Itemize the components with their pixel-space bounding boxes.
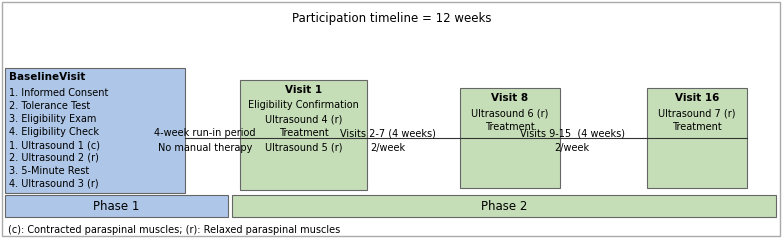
Text: Ultrasound 5 (r): Ultrasound 5 (r): [265, 142, 342, 152]
Text: Treatment: Treatment: [485, 122, 535, 132]
Text: 1. Informed Consent: 1. Informed Consent: [9, 88, 108, 98]
Text: 3. 5-Minute Rest: 3. 5-Minute Rest: [9, 166, 89, 176]
Text: Treatment: Treatment: [279, 128, 328, 138]
Text: 3. Eligibility Exam: 3. Eligibility Exam: [9, 114, 96, 124]
Text: (c): Contracted paraspinal muscles; (r): Relaxed paraspinal muscles: (c): Contracted paraspinal muscles; (r):…: [8, 225, 341, 235]
Text: 2. Tolerance Test: 2. Tolerance Test: [9, 101, 90, 111]
Text: No manual therapy: No manual therapy: [158, 143, 252, 153]
Text: Visit 16: Visit 16: [675, 93, 720, 103]
Text: 2/week: 2/week: [554, 143, 590, 153]
Text: Visit 8: Visit 8: [492, 93, 529, 103]
Text: 4. Eligibility Check: 4. Eligibility Check: [9, 127, 99, 137]
Bar: [232, 195, 776, 217]
Text: Eligibility Confirmation: Eligibility Confirmation: [248, 100, 359, 110]
Text: Ultrasound 4 (r): Ultrasound 4 (r): [265, 114, 342, 124]
Bar: [5, 68, 185, 193]
Text: 4. Ultrasound 3 (r): 4. Ultrasound 3 (r): [9, 179, 99, 189]
Text: 4-week run-in period: 4-week run-in period: [154, 128, 256, 138]
Text: Ultrasound 6 (r): Ultrasound 6 (r): [471, 108, 549, 118]
Bar: [647, 88, 747, 188]
Bar: [240, 80, 367, 190]
Text: Phase 1: Phase 1: [93, 199, 139, 213]
Text: Treatment: Treatment: [672, 122, 722, 132]
Text: Participation timeline = 12 weeks: Participation timeline = 12 weeks: [292, 12, 491, 25]
Text: Visits 2-7 (4 weeks): Visits 2-7 (4 weeks): [340, 128, 436, 138]
Text: Phase 2: Phase 2: [481, 199, 527, 213]
Bar: [5, 195, 228, 217]
Text: 2/week: 2/week: [370, 143, 406, 153]
Text: Visits 9-15  (4 weeks): Visits 9-15 (4 weeks): [519, 128, 625, 138]
Text: Visit 1: Visit 1: [285, 85, 322, 95]
Text: Ultrasound 7 (r): Ultrasound 7 (r): [659, 108, 736, 118]
Text: 1. Ultrasound 1 (c): 1. Ultrasound 1 (c): [9, 140, 100, 150]
Bar: [460, 88, 560, 188]
Text: 2. Ultrasound 2 (r): 2. Ultrasound 2 (r): [9, 153, 99, 163]
Text: BaselineVisit: BaselineVisit: [9, 72, 85, 82]
